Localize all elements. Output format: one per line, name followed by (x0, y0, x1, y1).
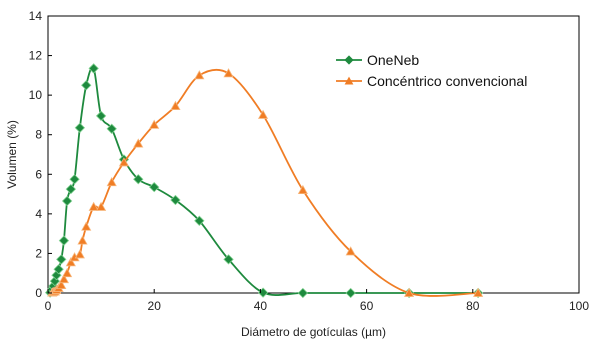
series-line (49, 66, 479, 296)
data-point (65, 257, 76, 267)
data-point (65, 183, 76, 195)
data-point (74, 122, 86, 133)
legend: OneNeb Concéntrico convencional (336, 52, 527, 89)
x-tick-label: 40 (254, 299, 268, 313)
data-point (297, 184, 308, 195)
data-point (194, 70, 205, 80)
data-point (74, 249, 85, 259)
data-point (69, 174, 80, 185)
y-tick-label: 6 (35, 167, 42, 181)
data-point (106, 123, 117, 134)
data-point (473, 287, 484, 297)
data-point (133, 174, 144, 185)
x-tick-label: 100 (569, 299, 589, 313)
data-point (345, 246, 356, 256)
y-tick-label: 12 (29, 49, 43, 63)
series-line (51, 68, 479, 297)
data-point (149, 181, 160, 193)
legend-item-oneneb: OneNeb (336, 52, 419, 68)
data-point (88, 63, 99, 74)
data-point (170, 100, 181, 110)
y-tick-label: 4 (35, 207, 42, 221)
data-point (81, 80, 92, 91)
legend-label-oneneb: OneNeb (367, 52, 419, 68)
data-point (58, 273, 70, 284)
y-tick-label: 8 (35, 128, 42, 142)
data-point (345, 287, 356, 299)
legend-item-concentrico-convencional: Concéntrico convencional (336, 73, 527, 89)
data-point (58, 235, 70, 246)
y-tick-label: 0 (35, 286, 42, 300)
y-tick-label: 2 (35, 246, 42, 260)
data-point (77, 235, 88, 245)
series-concentrico-convencional (47, 68, 484, 297)
data-point (223, 68, 234, 78)
data-point (81, 221, 92, 231)
data-point (53, 264, 64, 275)
data-point (88, 201, 99, 211)
data-point (56, 254, 67, 265)
legend-label-concentrico: Concéntrico convencional (367, 73, 527, 89)
data-point (118, 157, 130, 167)
data-point (133, 138, 144, 148)
data-point (223, 254, 234, 265)
data-point (106, 176, 117, 187)
plot-frame (47, 15, 580, 294)
data-point (149, 119, 160, 129)
x-tick-label: 0 (45, 299, 52, 313)
x-axis-title: Diámetro de gotículas (µm) (241, 325, 386, 339)
data-point (95, 110, 107, 122)
data-point (194, 215, 205, 226)
data-point (62, 267, 73, 278)
y-tick-label: 14 (29, 9, 43, 23)
data-point (257, 287, 269, 298)
y-axis-title: Volumen (%) (5, 120, 19, 189)
data-point (404, 287, 415, 297)
data-point (61, 195, 73, 207)
data-point (297, 287, 309, 299)
data-point (96, 201, 107, 211)
legend-marker-concentrico (344, 76, 354, 85)
x-tick-label: 20 (148, 299, 162, 313)
data-point (257, 109, 269, 119)
data-point (170, 194, 181, 206)
data-point (56, 279, 67, 290)
y-tick-label: 10 (29, 88, 43, 102)
x-tick-label: 80 (466, 299, 480, 313)
legend-marker-oneneb (344, 55, 354, 65)
x-tick-label: 60 (360, 299, 374, 313)
